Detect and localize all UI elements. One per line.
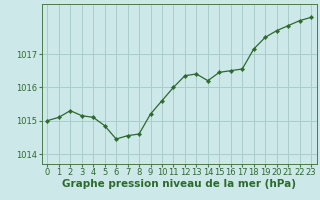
- X-axis label: Graphe pression niveau de la mer (hPa): Graphe pression niveau de la mer (hPa): [62, 179, 296, 189]
